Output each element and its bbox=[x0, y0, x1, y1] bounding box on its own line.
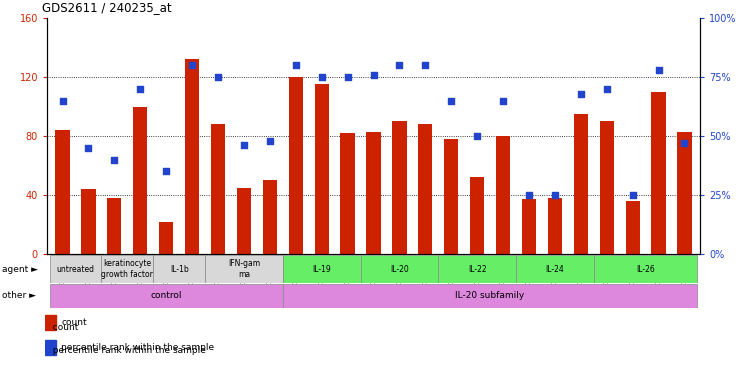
Point bbox=[393, 62, 405, 68]
Bar bbox=[418, 124, 432, 254]
Bar bbox=[626, 201, 640, 254]
Bar bbox=[652, 92, 666, 254]
Bar bbox=[49, 255, 101, 283]
Bar bbox=[438, 255, 516, 283]
Bar bbox=[470, 177, 484, 254]
Bar bbox=[283, 284, 697, 308]
Text: IL-19: IL-19 bbox=[312, 265, 331, 273]
Point bbox=[57, 98, 69, 104]
Text: GDS2611 / 240235_at: GDS2611 / 240235_at bbox=[42, 1, 172, 14]
Bar bbox=[81, 189, 96, 254]
Text: IL-24: IL-24 bbox=[545, 265, 565, 273]
Bar bbox=[263, 180, 277, 254]
Bar bbox=[283, 255, 361, 283]
Bar bbox=[45, 340, 56, 355]
Bar bbox=[133, 106, 148, 254]
Bar bbox=[237, 188, 251, 254]
Bar bbox=[496, 136, 510, 254]
Point bbox=[108, 157, 120, 163]
Point bbox=[212, 74, 224, 80]
Bar bbox=[548, 198, 562, 254]
Bar bbox=[314, 84, 329, 254]
Bar bbox=[444, 139, 458, 254]
Text: IL-20: IL-20 bbox=[390, 265, 409, 273]
Text: keratinocyte
growth factor: keratinocyte growth factor bbox=[101, 259, 154, 279]
Point bbox=[316, 74, 328, 80]
Text: percentile rank within the sample: percentile rank within the sample bbox=[47, 346, 206, 355]
Text: IL-22: IL-22 bbox=[468, 265, 486, 273]
Bar bbox=[599, 121, 614, 254]
Point bbox=[238, 142, 250, 149]
Bar bbox=[677, 132, 692, 254]
Bar bbox=[340, 133, 355, 254]
Bar bbox=[522, 199, 536, 254]
Bar bbox=[101, 255, 154, 283]
Bar bbox=[159, 222, 173, 254]
Point bbox=[342, 74, 354, 80]
Text: count: count bbox=[47, 323, 78, 332]
Point bbox=[186, 62, 198, 68]
Bar bbox=[573, 114, 588, 254]
Point bbox=[445, 98, 457, 104]
Bar bbox=[393, 121, 407, 254]
Bar bbox=[211, 124, 225, 254]
Bar bbox=[154, 255, 205, 283]
Bar bbox=[205, 255, 283, 283]
Bar bbox=[49, 284, 283, 308]
Point bbox=[472, 133, 483, 139]
Point bbox=[419, 62, 431, 68]
Point bbox=[134, 86, 146, 92]
Point bbox=[368, 71, 379, 78]
Bar bbox=[366, 132, 381, 254]
Point bbox=[290, 62, 302, 68]
Bar bbox=[185, 59, 199, 254]
Point bbox=[678, 140, 690, 146]
Text: other ►: other ► bbox=[2, 291, 36, 301]
Point bbox=[627, 192, 638, 198]
Text: IL-20 subfamily: IL-20 subfamily bbox=[455, 291, 525, 301]
Point bbox=[652, 67, 664, 73]
Text: percentile rank within the sample: percentile rank within the sample bbox=[61, 343, 214, 352]
Point bbox=[497, 98, 509, 104]
Point bbox=[83, 145, 94, 151]
Point bbox=[549, 192, 561, 198]
Point bbox=[264, 137, 276, 144]
Text: count: count bbox=[61, 318, 87, 327]
Point bbox=[575, 91, 587, 97]
Bar bbox=[361, 255, 438, 283]
Text: IL-1b: IL-1b bbox=[170, 265, 188, 273]
Bar bbox=[594, 255, 697, 283]
Text: agent ►: agent ► bbox=[2, 265, 38, 273]
Text: untreated: untreated bbox=[57, 265, 94, 273]
Point bbox=[523, 192, 535, 198]
Bar bbox=[55, 130, 69, 254]
Text: IL-26: IL-26 bbox=[636, 265, 655, 273]
Bar bbox=[45, 315, 56, 330]
Text: control: control bbox=[151, 291, 182, 301]
Bar bbox=[516, 255, 594, 283]
Point bbox=[160, 168, 172, 174]
Bar bbox=[107, 198, 122, 254]
Bar bbox=[289, 77, 303, 254]
Text: IFN-gam
ma: IFN-gam ma bbox=[228, 259, 260, 279]
Point bbox=[601, 86, 613, 92]
